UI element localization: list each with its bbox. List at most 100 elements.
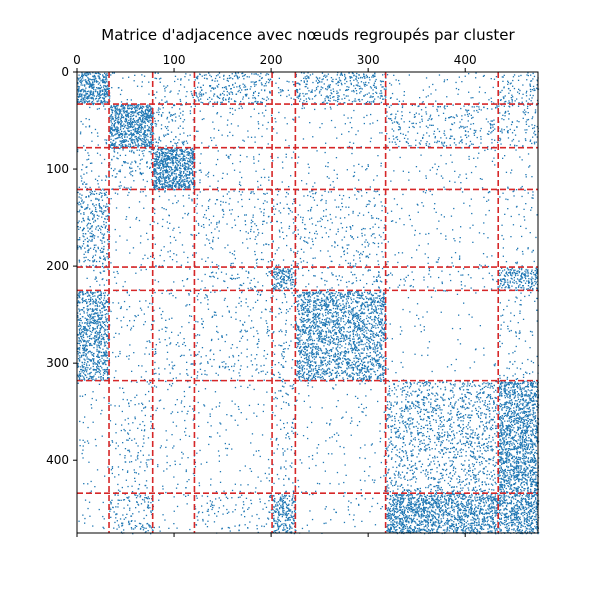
adjacency-point [166,156,168,158]
adjacency-point [89,85,91,87]
adjacency-point [323,101,325,103]
adjacency-point [153,148,155,150]
adjacency-point [146,166,148,168]
adjacency-point [512,190,514,193]
adjacency-point [391,92,394,95]
adjacency-point [321,72,324,74]
adjacency-point [179,178,181,181]
adjacency-point [85,196,87,198]
adjacency-point [216,264,218,266]
adjacency-point [326,89,328,91]
adjacency-point [334,241,336,243]
adjacency-point [449,137,452,139]
adjacency-point [266,222,268,224]
adjacency-point [345,206,347,208]
adjacency-point [366,241,369,243]
adjacency-point [97,92,99,94]
adjacency-point [103,248,105,250]
adjacency-point [110,127,112,130]
adjacency-point [491,131,493,133]
adjacency-point [509,144,511,146]
adjacency-point [212,215,215,217]
adjacency-point [252,221,254,223]
adjacency-point [156,111,158,114]
adjacency-point [107,239,109,241]
adjacency-point [209,185,211,187]
adjacency-point [98,82,101,84]
adjacency-point [123,161,125,163]
adjacency-point [526,79,528,81]
adjacency-point [395,121,398,123]
adjacency-point [227,287,229,289]
adjacency-point [91,93,93,95]
adjacency-point [160,140,162,142]
adjacency-point [421,202,423,204]
adjacency-point [325,96,327,98]
adjacency-point [422,136,424,139]
adjacency-point [203,226,205,229]
adjacency-point [381,251,383,253]
adjacency-point [159,173,161,176]
adjacency-point [151,171,153,173]
adjacency-point [116,137,118,139]
adjacency-point [204,244,206,246]
adjacency-point [254,285,256,288]
adjacency-point [106,101,109,104]
adjacency-point [183,132,185,134]
adjacency-point [282,231,284,233]
adjacency-point [150,114,152,117]
adjacency-point [136,149,138,151]
adjacency-point [122,77,124,79]
adjacency-point [362,227,364,230]
adjacency-point [369,96,371,98]
adjacency-point [116,173,118,175]
adjacency-point [153,170,156,172]
adjacency-point [151,143,153,145]
adjacency-point [158,113,160,116]
adjacency-point [445,137,448,139]
adjacency-point [235,93,237,95]
adjacency-point [89,208,91,210]
adjacency-point [130,121,132,124]
adjacency-point [529,85,532,87]
block-1-7 [499,104,539,149]
adjacency-point [205,209,207,212]
adjacency-point [511,99,513,101]
adjacency-point [443,145,445,147]
adjacency-point [234,82,236,84]
adjacency-point [297,263,299,265]
adjacency-point [140,127,142,129]
adjacency-point [359,257,361,259]
adjacency-point [416,132,419,134]
adjacency-point [361,235,363,237]
adjacency-point [452,265,454,267]
adjacency-point [288,94,290,96]
adjacency-point [181,160,183,162]
adjacency-point [162,175,164,177]
adjacency-point [490,97,492,99]
adjacency-point [96,198,99,200]
adjacency-point [116,107,118,109]
adjacency-point [433,130,436,132]
adjacency-point [136,107,138,109]
adjacency-point [230,264,232,266]
adjacency-point [241,205,243,208]
adjacency-point [111,128,113,130]
adjacency-point [179,149,182,151]
adjacency-point [508,100,510,102]
adjacency-point [163,85,165,87]
adjacency-point [164,155,166,158]
adjacency-point [139,117,141,119]
adjacency-point [420,109,423,111]
adjacency-point [250,192,252,194]
adjacency-point [278,229,281,231]
adjacency-point [527,248,529,250]
adjacency-point [509,89,511,92]
adjacency-point [105,176,108,178]
adjacency-point [150,255,152,258]
adjacency-point [255,81,257,83]
adjacency-point [183,119,186,121]
adjacency-point [293,98,295,100]
adjacency-point [105,81,108,83]
adjacency-point [145,112,147,114]
